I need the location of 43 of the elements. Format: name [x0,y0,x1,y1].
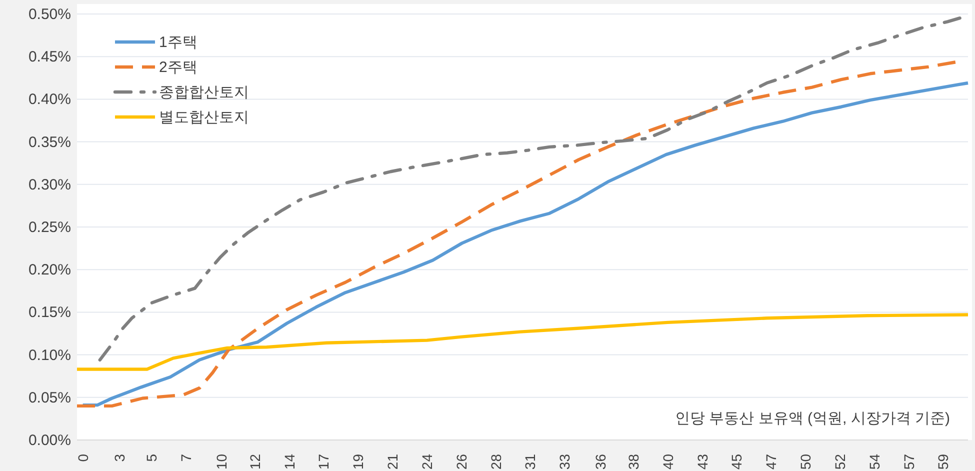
x-tick-label: 50 [798,454,814,470]
x-axis-title: 인당 부동산 보유액 (억원, 시장가격 기준) [675,410,950,427]
x-tick-label: 57 [900,454,917,470]
x-tick-label: 33 [556,454,573,470]
x-tick-label: 47 [763,454,780,470]
x-tick-label: 5 [144,454,160,462]
x-tick-label: 24 [418,454,435,470]
y-tick-label: 0.45% [28,48,71,66]
x-tick-label: 40 [660,454,676,470]
line-series [75,313,970,371]
x-tick-label: 31 [522,454,538,470]
y-tick-label: 0.15% [28,304,71,322]
y-tick-label: 0.05% [28,389,71,406]
x-tick-label: 52 [832,454,848,470]
x-tick-label: 36 [592,454,609,470]
x-tick-label: 26 [453,454,470,470]
y-tick-label: 0.35% [28,134,71,151]
x-tick-label: 14 [281,454,298,470]
y-tick-label: 0.20% [28,262,71,279]
y-tick-label: 0.50% [28,6,71,23]
y-tick-label: 0.40% [28,91,71,108]
y-tick-label: 0.25% [28,219,71,236]
legend-label: 종합합산토지 [159,84,249,101]
x-tick-label: 7 [178,454,194,462]
x-tick-label: 17 [316,454,332,470]
legend-label: 별도합산토지 [159,109,249,126]
x-tick-label: 3 [111,454,128,462]
x-tick-label: 21 [384,454,401,470]
y-tick-label: 0.00% [28,432,71,449]
y-tick-label: 0.10% [28,346,71,364]
x-tick-label: 43 [694,454,711,470]
x-tick-label: 0 [74,454,91,462]
x-tick-label: 54 [866,454,882,470]
x-tick-label: 59 [935,454,952,470]
x-tick-label: 19 [350,454,366,470]
x-tick-label: 28 [488,454,504,470]
x-tick-label: 10 [213,454,230,470]
y-tick-label: 0.30% [28,176,71,194]
legend-label: 1주택 [159,34,198,51]
x-tick-label: 45 [728,454,745,470]
x-tick-label: 38 [625,454,642,470]
legend-label: 2주택 [159,59,198,76]
x-tick-label: 12 [246,454,263,470]
